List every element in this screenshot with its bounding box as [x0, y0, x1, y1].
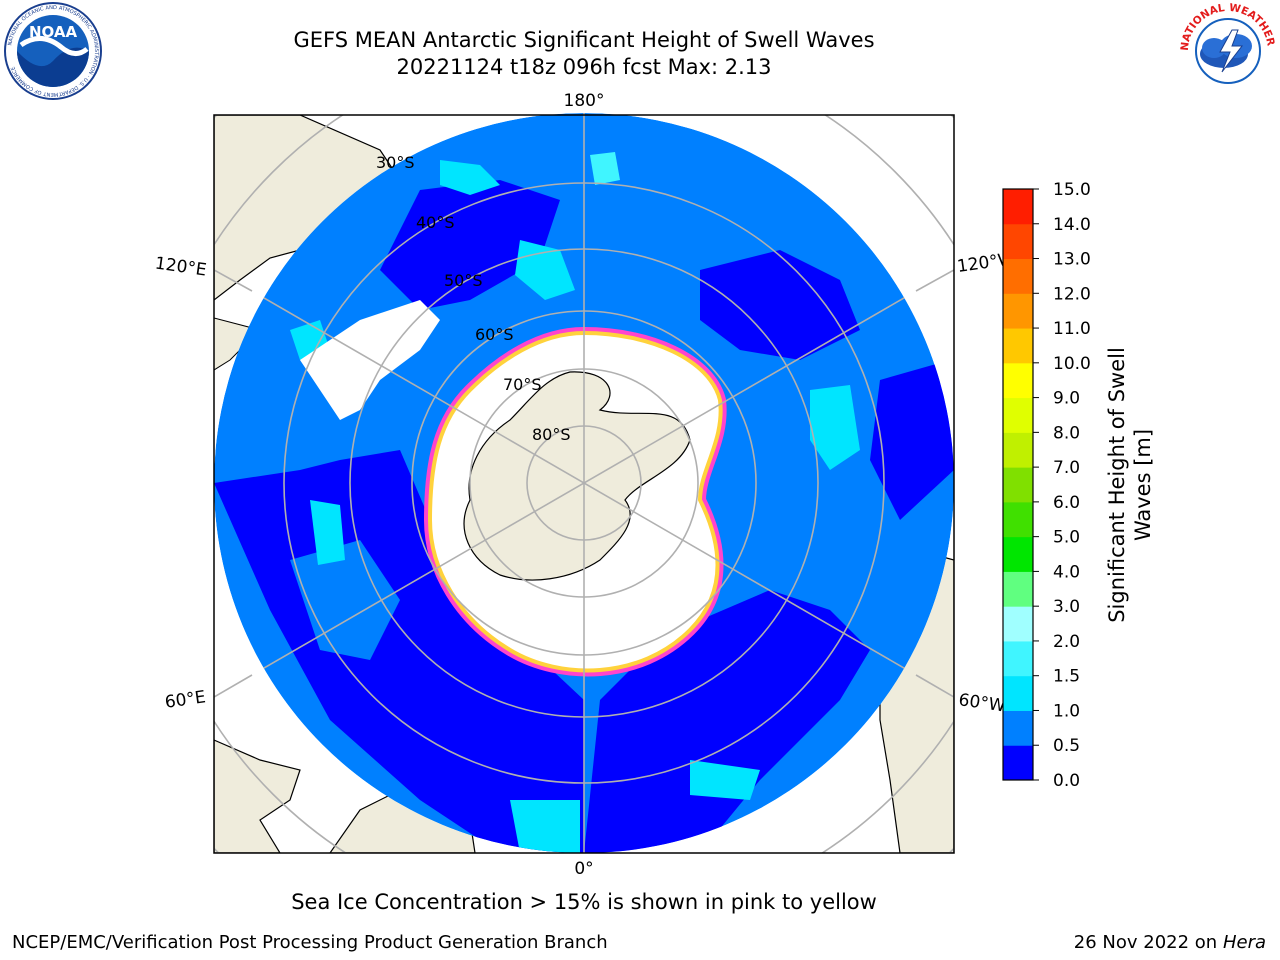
antarctica-landmass [463, 371, 691, 581]
parallel-label-40s: 40°S [416, 213, 455, 232]
colorbar-swatch-7 [1003, 501, 1033, 538]
colorbar-frame [1002, 188, 1034, 781]
footer-credit: NCEP/EMC/Verification Post Processing Pr… [12, 932, 608, 953]
colorbar-tick-label: 1.5 [1053, 667, 1080, 687]
colorbar-swatch-5 [1003, 571, 1033, 607]
noaa-logo-text: NOAA [29, 23, 78, 41]
colorbar-tick-label: 5.0 [1053, 528, 1080, 548]
parallel-label-60s: 60°S [475, 325, 514, 344]
colorbar-tick-label: 14.0 [1053, 215, 1091, 235]
colorbar-swatch-3 [1003, 640, 1033, 677]
colorbar-tick-label: 0.0 [1053, 771, 1080, 791]
colorbar-swatch-9 [1003, 432, 1033, 468]
meridian-label-120e: 120°E [154, 254, 208, 281]
colorbar-tick-label: 2.0 [1053, 632, 1080, 652]
colorbar-swatch-1 [1003, 710, 1033, 746]
colorbar-swatch-10 [1003, 397, 1033, 433]
colorbar-tick-label: 11.0 [1053, 319, 1091, 339]
parallel-label-70s: 70°S [503, 375, 542, 394]
meridian-label-180: 180° [564, 91, 605, 111]
colorbar-swatch-8 [1003, 467, 1033, 503]
meridian-label-0: 0° [574, 859, 593, 879]
colorbar: 0.0 0.5 1.0 1.5 2.0 3.0 4.0 5.0 6.0 7.0 8.0 9.0 10.0… [1002, 180, 1091, 791]
colorbar-tick-label: 1.0 [1053, 701, 1080, 721]
parallel-label-80s: 80°S [532, 425, 571, 444]
colorbar-swatch-11 [1003, 362, 1033, 399]
colorbar-tick-label: 0.5 [1053, 736, 1080, 756]
map-frame [213, 114, 955, 854]
meridian-label-60w: 60°W [957, 690, 1006, 716]
colorbar-label-line2: Waves [m] [1131, 429, 1155, 541]
colorbar-tick-label: 8.0 [1053, 423, 1080, 443]
colorbar-swatch-15 [1003, 223, 1033, 260]
colorbar-tick-label: 9.0 [1053, 389, 1080, 409]
colorbar-tick-label: 13.0 [1053, 250, 1091, 270]
colorbar-swatch-13 [1003, 293, 1033, 329]
parallel-label-30s: 30°S [376, 153, 415, 172]
colorbar-swatch-0 [1003, 745, 1033, 781]
colorbar-swatch-6 [1003, 536, 1033, 572]
graticule-outer [214, 115, 954, 853]
colorbar-swatch-4 [1003, 606, 1033, 642]
footer-system: Hera [1222, 932, 1266, 953]
colorbar-tick-label: 4.0 [1053, 562, 1080, 582]
colorbar-swatch-16 [1003, 189, 1033, 225]
footer-date: 26 Nov 2022 on Hera [1074, 932, 1266, 953]
colorbar-tick-label: 7.0 [1053, 458, 1080, 478]
colorbar-swatch-2 [1003, 675, 1033, 711]
graticule [214, 113, 954, 853]
colorbar-tick-label: 15.0 [1053, 180, 1091, 200]
parallel-label-50s: 50°S [444, 271, 483, 290]
colorbar-swatch-14 [1003, 258, 1033, 294]
colorbar-tick-label: 10.0 [1053, 354, 1091, 374]
colorbar-label-line1: Significant Height of Swell [1105, 347, 1129, 623]
noaa-logo: NOAA NATIONAL OCEANIC AND ATMOSPHERIC AD… [4, 2, 102, 100]
meridian-label-60e: 60°E [164, 687, 207, 712]
colorbar-tick-label: 6.0 [1053, 493, 1080, 513]
nws-logo: NATIONAL WEATHER SERVICE [1176, 0, 1277, 100]
chart-subtitle-forecast: 20221124 t18z 096h fcst Max: 2.13 [396, 55, 772, 79]
colorbar-tick-label: 3.0 [1053, 597, 1080, 617]
colorbar-tick-label: 12.0 [1053, 284, 1091, 304]
sea-ice-note: Sea Ice Concentration > 15% is shown in … [291, 890, 877, 914]
chart-title: GEFS MEAN Antarctic Significant Height o… [293, 28, 875, 52]
colorbar-swatch-12 [1003, 328, 1033, 364]
footer-date-text: 26 Nov 2022 on [1073, 932, 1218, 953]
